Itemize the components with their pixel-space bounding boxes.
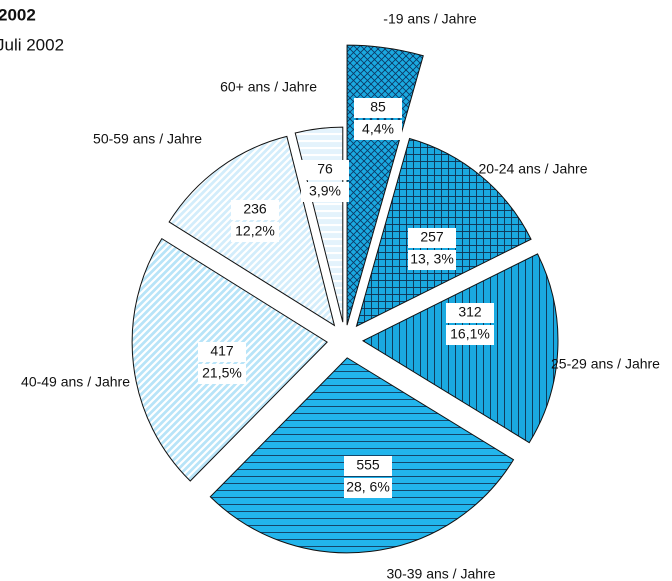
share-label: 13, 3% [410,251,454,267]
count-label: 257 [420,229,444,245]
pie-slice [209,357,515,554]
label-box [408,228,456,248]
count-label: 85 [370,99,386,115]
category-label: 40-49 ans / Jahre [21,374,130,390]
share-label: 16,1% [450,326,490,342]
share-label: 21,5% [202,365,242,381]
count-label: 76 [317,161,333,177]
category-label: 25-29 ans / Jahre [551,356,660,372]
label-box [446,303,494,323]
pie-slice [361,253,559,444]
share-label: 28, 6% [346,479,390,495]
count-label: 555 [356,457,380,473]
label-box [344,478,392,498]
label-box [301,160,349,180]
category-label: 50-59 ans / Jahre [93,131,202,147]
share-label: 3,9% [309,183,341,199]
label-box [198,364,246,384]
label-box [344,456,392,476]
share-label: 4,4% [362,121,394,137]
label-box [301,182,349,202]
count-label: 417 [210,343,234,359]
count-label: 312 [458,304,482,320]
label-box [231,222,279,242]
chart-subtitle: Juli 2002 [0,35,64,54]
category-label: 30-39 ans / Jahre [387,566,496,581]
count-label: 236 [243,201,267,217]
label-box [408,250,456,270]
label-box [446,325,494,345]
category-label: 20-24 ans / Jahre [479,161,588,177]
label-box [354,98,402,118]
chart-title: 2002 [0,5,36,24]
category-label: 60+ ans / Jahre [220,79,317,95]
category-label: -19 ans / Jahre [383,11,477,27]
label-box [231,200,279,220]
share-label: 12,2% [235,223,275,239]
label-box [198,342,246,362]
label-box [354,120,402,140]
